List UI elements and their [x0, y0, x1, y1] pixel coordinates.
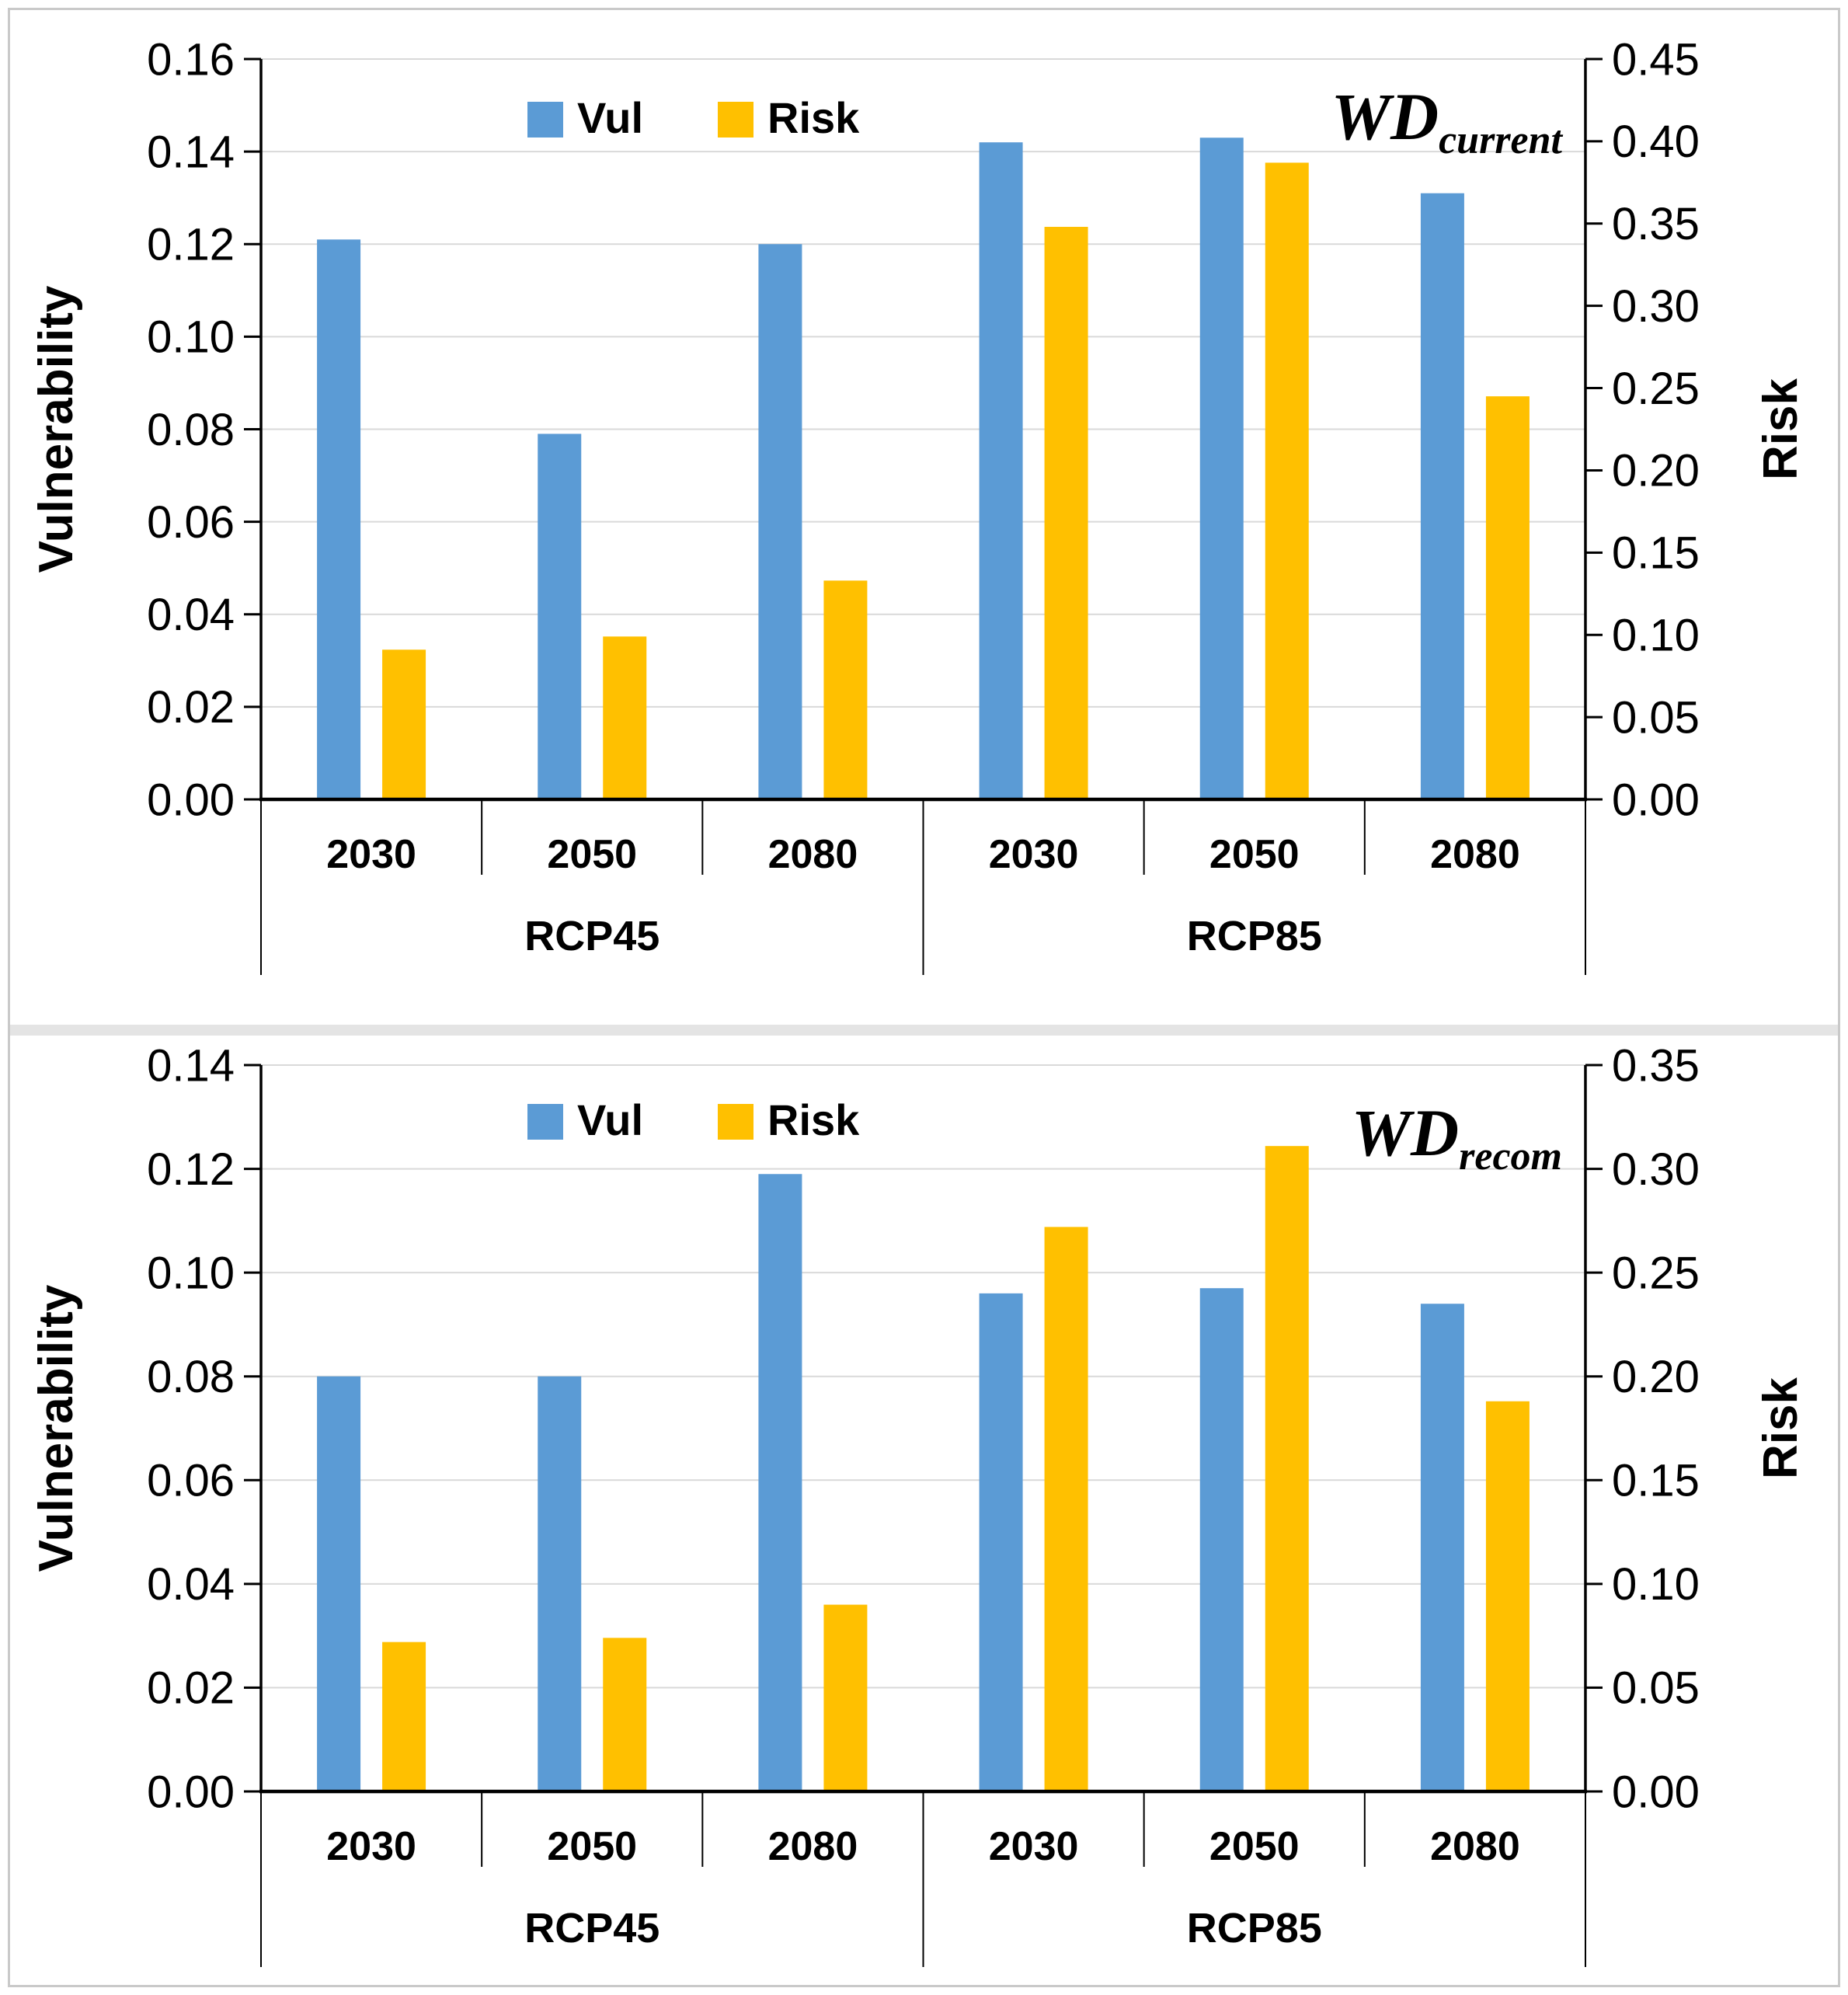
right-tick-label: 0.40 — [1612, 117, 1700, 167]
left-tick-label: 0.12 — [147, 220, 235, 270]
category-label: 2050 — [1209, 832, 1300, 877]
category-label: 2030 — [326, 832, 416, 877]
right-tick-label: 0.05 — [1612, 1663, 1700, 1714]
right-axis-title: Risk — [1754, 378, 1808, 480]
right-tick-label: 0.05 — [1612, 692, 1700, 743]
right-tick-label: 0.35 — [1612, 1040, 1700, 1091]
right-tick-label: 0.10 — [1612, 611, 1700, 661]
left-tick-label: 0.08 — [147, 405, 235, 455]
chart-panel-wd-recom: 0.00 0.02 0.04 0.06 0.08 0.10 0.12 0.14 0.00 0.05… — [16, 1037, 1832, 1979]
legend-label-vul: Vul — [577, 1095, 643, 1144]
bar-risk-RCP85-2080 — [1485, 396, 1530, 800]
right-tick-label: 0.00 — [1612, 1767, 1700, 1817]
left-tick-label: 0.12 — [147, 1144, 235, 1195]
category-label: 2030 — [989, 1824, 1079, 1869]
right-tick-label: 0.30 — [1612, 281, 1700, 332]
bar-vul-RCP45-2030 — [317, 1376, 361, 1791]
right-tick-label: 0.30 — [1612, 1144, 1700, 1195]
left-tick-label: 0.00 — [147, 775, 235, 825]
left-tick-label: 0.06 — [147, 1456, 235, 1506]
right-tick-label: 0.20 — [1612, 446, 1700, 496]
legend-swatch-vul — [527, 1104, 563, 1140]
left-axis-title: Vulnerability — [30, 285, 83, 573]
bar-risk-RCP85-2030 — [1044, 227, 1088, 800]
bar-risk-RCP45-2050 — [603, 636, 647, 799]
bar-risk-RCP45-2030 — [382, 1642, 426, 1791]
group-label: RCP45 — [524, 1905, 660, 1951]
chart-panel-wd-current: 0.00 0.02 0.04 0.06 0.08 0.10 0.12 0.14 0.16 0.00… — [16, 16, 1832, 1023]
left-tick-label: 0.10 — [147, 1248, 235, 1298]
left-tick-label: 0.02 — [147, 682, 235, 733]
left-tick-label: 0.14 — [147, 127, 235, 177]
group-label: RCP85 — [1187, 913, 1322, 959]
bar-risk-RCP45-2080 — [823, 580, 868, 799]
left-tick-label: 0.04 — [147, 590, 235, 640]
left-tick-label: 0.14 — [147, 1040, 235, 1091]
category-label: 2080 — [768, 832, 858, 877]
bar-risk-RCP85-2050 — [1265, 162, 1309, 800]
legend-label-risk: Risk — [767, 1095, 860, 1144]
panel-title: WDrecom — [1352, 1095, 1562, 1179]
right-axis-title: Risk — [1754, 1377, 1808, 1479]
bar-vul-RCP85-2030 — [979, 1293, 1023, 1791]
category-label: 2050 — [1209, 1824, 1300, 1869]
left-tick-label: 0.04 — [147, 1559, 235, 1610]
bar-vul-RCP85-2050 — [1199, 1288, 1244, 1791]
bar-vul-RCP85-2050 — [1199, 138, 1244, 800]
bar-vul-RCP85-2080 — [1420, 193, 1464, 799]
bar-vul-RCP45-2030 — [317, 239, 361, 799]
group-label: RCP45 — [524, 913, 660, 959]
panel-title: WDcurrent — [1331, 79, 1564, 162]
bar-risk-RCP45-2080 — [823, 1604, 868, 1791]
right-tick-label: 0.35 — [1612, 199, 1700, 249]
legend-label-vul: Vul — [577, 93, 643, 142]
figure-frame: 0.00 0.02 0.04 0.06 0.08 0.10 0.12 0.14 0.16 0.00… — [8, 8, 1840, 1987]
group-label: RCP85 — [1187, 1905, 1322, 1951]
legend-label-risk: Risk — [767, 93, 860, 142]
legend-swatch-risk — [718, 102, 753, 138]
legend-swatch-vul — [527, 102, 563, 138]
right-tick-label: 0.45 — [1612, 34, 1700, 85]
legend-swatch-risk — [718, 1104, 753, 1140]
right-tick-label: 0.15 — [1612, 528, 1700, 579]
category-label: 2050 — [547, 832, 637, 877]
category-label: 2080 — [1430, 832, 1520, 877]
bar-risk-RCP85-2050 — [1265, 1146, 1309, 1791]
right-tick-label: 0.25 — [1612, 1248, 1700, 1298]
bar-risk-RCP85-2030 — [1044, 1227, 1088, 1791]
bar-vul-RCP85-2030 — [979, 142, 1023, 799]
left-tick-label: 0.08 — [147, 1352, 235, 1402]
bar-vul-RCP45-2080 — [758, 244, 802, 799]
bar-vul-RCP45-2050 — [538, 433, 582, 799]
bar-risk-RCP45-2050 — [603, 1638, 647, 1791]
left-tick-label: 0.06 — [147, 497, 235, 548]
bar-chart-wd-recom: 0.00 0.02 0.04 0.06 0.08 0.10 0.12 0.14 0.00 0.05… — [30, 1040, 1808, 1967]
category-label: 2080 — [768, 1824, 858, 1869]
left-tick-label: 0.10 — [147, 312, 235, 363]
right-tick-label: 0.00 — [1612, 775, 1700, 825]
bar-risk-RCP45-2030 — [382, 649, 426, 799]
left-tick-label: 0.16 — [147, 34, 235, 85]
left-axis-title: Vulnerability — [30, 1284, 83, 1572]
bar-chart-wd-current: 0.00 0.02 0.04 0.06 0.08 0.10 0.12 0.14 0.16 0.00… — [30, 34, 1808, 975]
right-tick-label: 0.10 — [1612, 1559, 1700, 1610]
bar-risk-RCP85-2080 — [1485, 1401, 1530, 1791]
left-tick-label: 0.00 — [147, 1767, 235, 1817]
right-tick-label: 0.15 — [1612, 1456, 1700, 1506]
category-label: 2030 — [989, 832, 1079, 877]
category-label: 2080 — [1430, 1824, 1520, 1869]
bar-vul-RCP45-2050 — [538, 1376, 582, 1791]
left-tick-label: 0.02 — [147, 1663, 235, 1714]
category-label: 2030 — [326, 1824, 416, 1869]
right-tick-label: 0.25 — [1612, 364, 1700, 414]
right-tick-label: 0.20 — [1612, 1352, 1700, 1402]
bar-vul-RCP45-2080 — [758, 1174, 802, 1791]
category-label: 2050 — [547, 1824, 637, 1869]
panel-divider — [10, 1025, 1838, 1036]
bar-vul-RCP85-2080 — [1420, 1304, 1464, 1791]
